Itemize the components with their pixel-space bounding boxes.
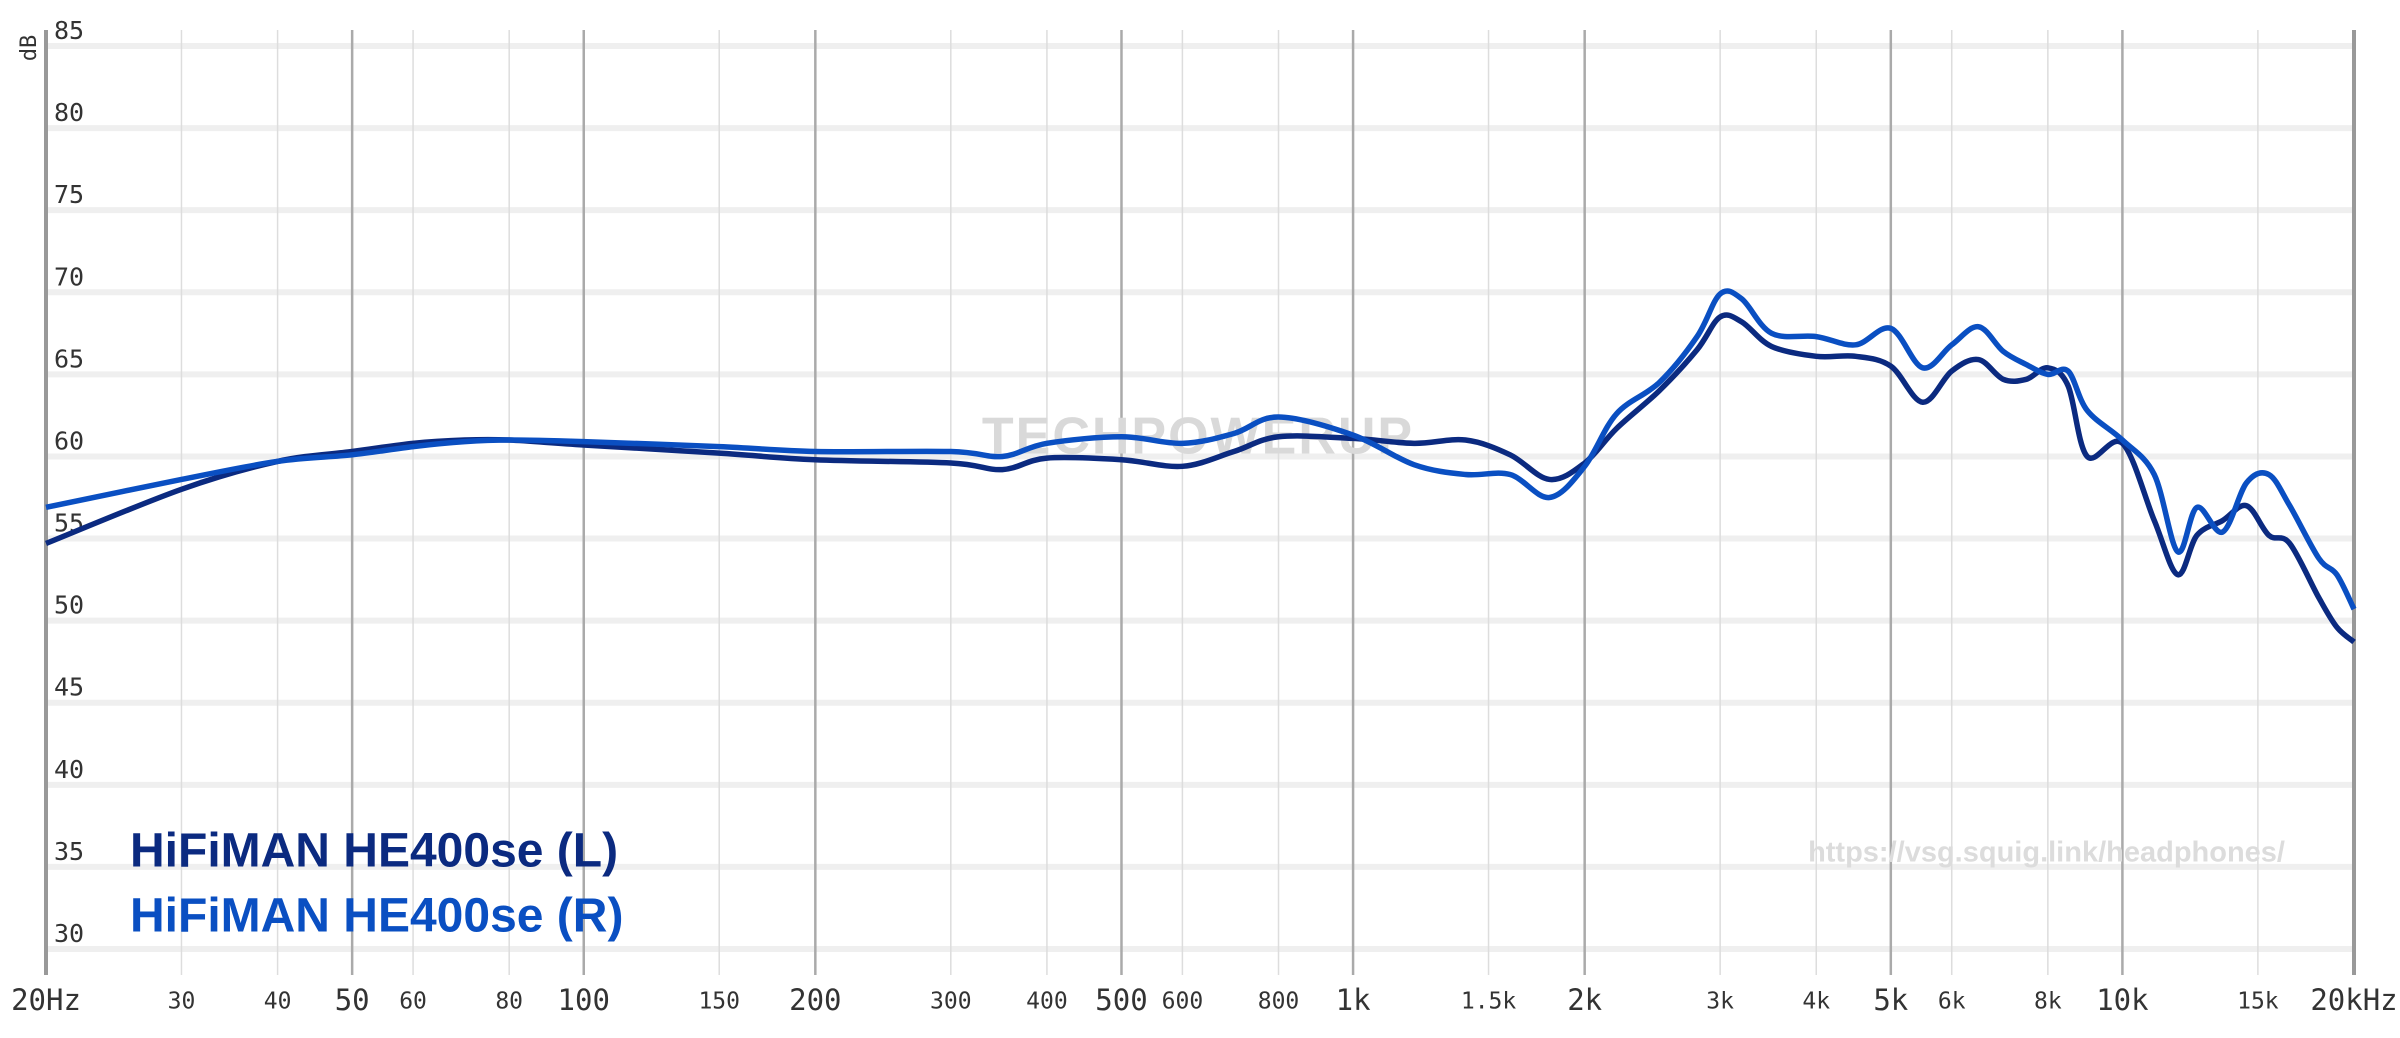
y-tick-label: 85 bbox=[54, 16, 84, 45]
x-tick-label: 30 bbox=[168, 989, 196, 1015]
y-tick-label: 45 bbox=[54, 673, 84, 702]
y-tick-label: 65 bbox=[54, 344, 84, 373]
y-axis-label: dB bbox=[17, 35, 42, 62]
x-tick-label: 1.5k bbox=[1461, 989, 1517, 1015]
x-tick-label: 20Hz bbox=[11, 983, 81, 1017]
y-tick-label: 75 bbox=[54, 180, 84, 209]
x-tick-label: 500 bbox=[1095, 983, 1147, 1017]
x-tick-label: 4k bbox=[1802, 989, 1830, 1015]
x-tick-label: 50 bbox=[335, 983, 370, 1017]
y-tick-label: 30 bbox=[54, 919, 84, 948]
x-tick-label: 600 bbox=[1162, 989, 1204, 1015]
y-tick-label: 50 bbox=[54, 591, 84, 620]
legend-entry: HiFiMAN HE400se (R) bbox=[130, 890, 623, 943]
y-tick-label: 40 bbox=[54, 755, 84, 784]
legend-entry: HiFiMAN HE400se (L) bbox=[130, 825, 618, 878]
x-tick-label: 80 bbox=[495, 989, 523, 1015]
x-tick-label: 40 bbox=[264, 989, 292, 1015]
x-tick-label: 300 bbox=[930, 989, 972, 1015]
y-tick-label: 35 bbox=[54, 837, 84, 866]
x-tick-label: 20kHz bbox=[2310, 983, 2397, 1017]
x-tick-label: 400 bbox=[1026, 989, 1068, 1015]
x-tick-label: 10k bbox=[2096, 983, 2149, 1017]
x-tick-label: 100 bbox=[558, 983, 610, 1017]
x-tick-label: 150 bbox=[698, 989, 740, 1015]
x-tick-label: 1k bbox=[1336, 983, 1371, 1017]
x-tick-label: 2k bbox=[1567, 983, 1602, 1017]
x-tick-label: 200 bbox=[789, 983, 841, 1017]
x-tick-label: 6k bbox=[1938, 989, 1966, 1015]
x-tick-label: 60 bbox=[399, 989, 427, 1015]
x-tick-label: 15k bbox=[2237, 989, 2279, 1015]
x-tick-label: 3k bbox=[1706, 989, 1734, 1015]
x-tick-label: 8k bbox=[2034, 989, 2062, 1015]
x-tick-label: 5k bbox=[1873, 983, 1908, 1017]
y-tick-label: 70 bbox=[54, 262, 84, 291]
line-series bbox=[45, 288, 2357, 611]
y-tick-label: 80 bbox=[54, 98, 84, 127]
line-series bbox=[44, 312, 2356, 645]
x-tick-label: 800 bbox=[1258, 989, 1300, 1015]
y-tick-label: 60 bbox=[54, 426, 84, 455]
source-url: https://vsg.squig.link/headphones/ bbox=[1808, 837, 2285, 869]
